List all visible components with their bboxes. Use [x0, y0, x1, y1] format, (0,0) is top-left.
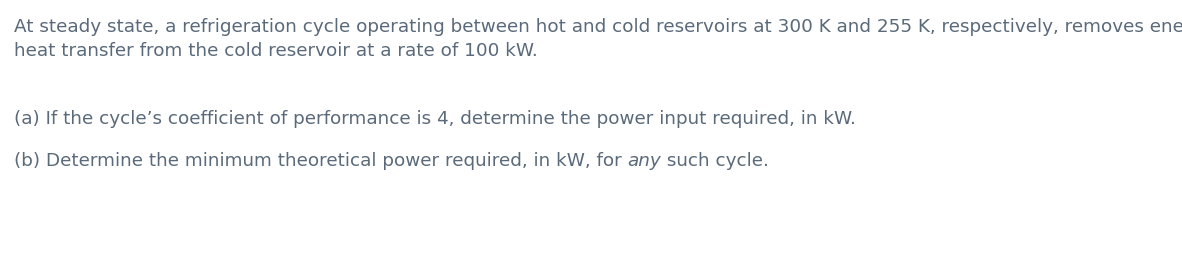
- Text: (a) If the cycle’s coefficient of performance is 4, determine the power input re: (a) If the cycle’s coefficient of perfor…: [14, 110, 856, 128]
- Text: (b) Determine the minimum theoretical power required, in kW, for: (b) Determine the minimum theoretical po…: [14, 152, 628, 170]
- Text: At steady state, a refrigeration cycle operating between hot and cold reservoirs: At steady state, a refrigeration cycle o…: [14, 18, 1182, 36]
- Text: any: any: [628, 152, 662, 170]
- Text: such cycle.: such cycle.: [662, 152, 769, 170]
- Text: heat transfer from the cold reservoir at a rate of 100 kW.: heat transfer from the cold reservoir at…: [14, 42, 538, 60]
